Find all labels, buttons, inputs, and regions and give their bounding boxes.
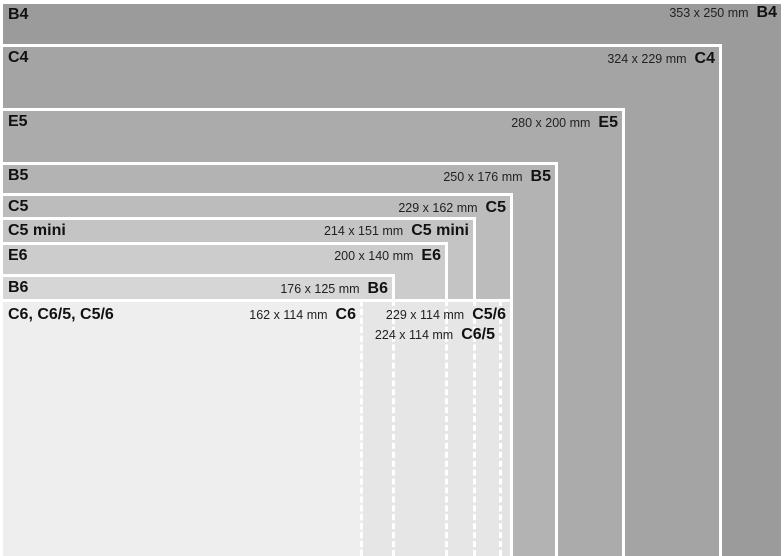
size-text: 224 x 114 mm [374, 328, 454, 342]
envelope-size-label-c4: 324 x 229 mm C4 [607, 50, 715, 68]
size-text: 162 x 114 mm [249, 308, 328, 322]
size-text: 200 x 140 mm [334, 249, 414, 263]
envelope-name-c5-mini: C5 mini [8, 222, 66, 239]
envelope-c6 [0, 299, 363, 556]
size-name: C5 mini [411, 222, 469, 239]
size-text: 280 x 200 mm [511, 116, 591, 130]
envelope-name-b4: B4 [8, 6, 29, 23]
envelope-name-c5: C5 [8, 198, 29, 215]
envelope-size-label-e5: 280 x 200 mm E5 [511, 114, 618, 132]
size-name: C6 [335, 306, 356, 323]
envelope-name-c4: C4 [8, 49, 29, 66]
envelope-size-label-b5: 250 x 176 mm B5 [443, 168, 551, 186]
size-name: E6 [421, 247, 441, 264]
size-name: C5 [485, 199, 506, 216]
size-text: 229 x 162 mm [398, 201, 478, 215]
envelope-name-b6: B6 [8, 279, 29, 296]
size-name: C6/5 [461, 326, 495, 343]
size-name: C5/6 [472, 306, 506, 323]
envelope-size-label-b6: 176 x 125 mm B6 [280, 280, 388, 298]
size-text: 250 x 176 mm [443, 170, 523, 184]
size-text: 176 x 125 mm [280, 282, 360, 296]
combined-label: C6, C6/5, C5/6 [8, 306, 114, 323]
dashed-edge [499, 300, 502, 556]
size-text: 353 x 250 mm [669, 6, 749, 20]
envelope-name-e5: E5 [8, 113, 28, 130]
size-name: C4 [694, 50, 715, 67]
envelope-size-label-c5-mini: 214 x 151 mm C5 mini [324, 222, 469, 240]
size-name: B4 [756, 4, 777, 21]
dashed-edge [360, 300, 363, 556]
envelope-name-b5: B5 [8, 167, 29, 184]
c6-5-region [363, 302, 499, 556]
envelope-size-label-c5: 229 x 162 mm C5 [398, 199, 506, 217]
dashed-edge [473, 300, 476, 556]
envelope-size-label-c5-6: 229 x 114 mm C5/6 [386, 306, 506, 324]
dashed-edge [445, 300, 448, 556]
envelope-size-label-c6: 162 x 114 mm C6 [249, 306, 356, 324]
envelope-name-e6: E6 [8, 247, 28, 264]
size-name: E5 [598, 114, 618, 131]
size-text: 229 x 114 mm [385, 308, 465, 322]
envelope-size-label-e6: 200 x 140 mm E6 [334, 247, 441, 265]
size-text: 214 x 151 mm [323, 224, 404, 238]
dashed-edge [392, 300, 395, 556]
size-name: B5 [530, 168, 551, 185]
envelope-size-label-b4: 353 x 250 mm B4 [669, 4, 777, 22]
size-text: 324 x 229 mm [607, 52, 687, 66]
envelope-size-label-c6-5: 224 x 114 mm C6/5 [375, 326, 495, 344]
size-name: B6 [367, 280, 388, 297]
